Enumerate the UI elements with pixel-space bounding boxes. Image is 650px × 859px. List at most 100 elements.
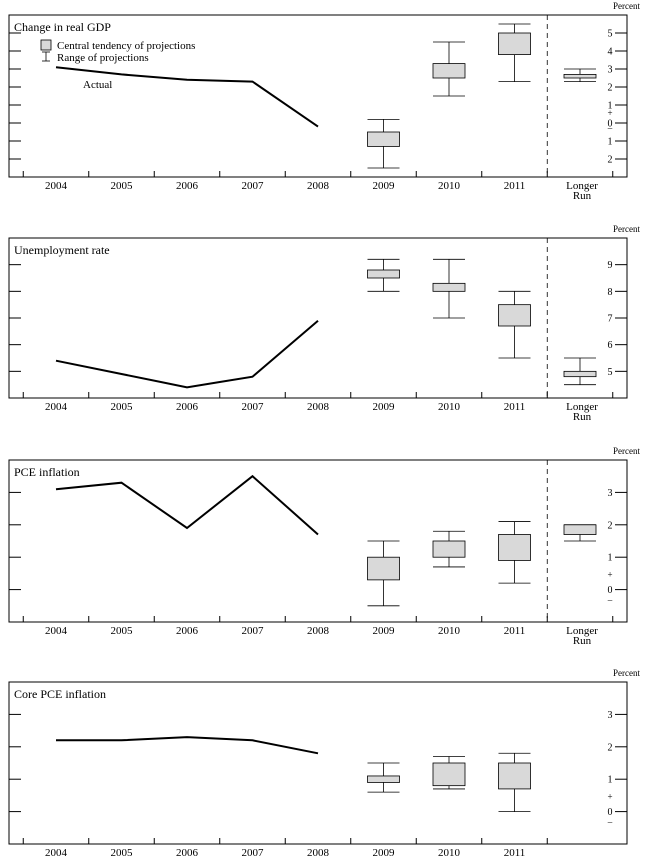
y-tick-label: 6 <box>608 340 613 351</box>
x-tick-label: 2009 <box>373 625 396 637</box>
x-tick-label: 2008 <box>307 180 330 192</box>
x-tick-label: Run <box>573 190 592 202</box>
y-tick-label: 3 <box>608 488 613 499</box>
plot-frame <box>8 681 628 845</box>
central-tendency-box <box>498 304 531 327</box>
x-tick-label: 2005 <box>111 180 134 192</box>
central-tendency-box <box>432 540 466 558</box>
x-tick-label: Longer <box>566 625 598 637</box>
x-tick-label: 2004 <box>45 180 68 192</box>
minus-sign-mark: – <box>607 817 613 827</box>
y-tick-label: 2 <box>608 520 613 531</box>
actual-label: Actual <box>83 79 112 91</box>
plus-sign-mark: + <box>607 108 612 118</box>
plot-frame <box>8 237 628 399</box>
x-tick-label: 2006 <box>176 401 199 413</box>
y-tick-label: 0 <box>608 119 613 130</box>
y-tick-label: 2 <box>608 83 613 94</box>
x-tick-label: 2007 <box>242 401 265 413</box>
x-tick-label: 2011 <box>504 180 526 192</box>
y-tick-label: 3 <box>608 710 613 721</box>
x-tick-label: 2008 <box>307 847 330 859</box>
x-tick-label: 2005 <box>111 625 134 637</box>
panel-title: PCE inflation <box>14 465 80 479</box>
chart-panel-3: Percent PCE inflation 3 2 1 0 + – 2004 2005 2006 20… <box>8 446 640 647</box>
x-tick-label: 2008 <box>307 625 330 637</box>
actual-series-line <box>55 474 319 536</box>
y-tick-label: 1 <box>608 101 613 112</box>
chart-panel-2: Percent Unemployment rate 9 8 7 6 5 2004 2005 200… <box>8 224 640 423</box>
x-tick-label: 2011 <box>504 401 526 413</box>
x-tick-label: 2009 <box>373 180 396 192</box>
y-tick-label: 1 <box>608 137 613 148</box>
minus-sign-mark: – <box>607 123 613 133</box>
y-tick-label: 5 <box>608 29 613 40</box>
y-tick-label: 7 <box>608 314 613 325</box>
plot-frame <box>8 14 628 178</box>
y-tick-label: 5 <box>608 367 613 378</box>
actual-series-line <box>55 319 319 389</box>
x-tick-label: 2009 <box>373 401 396 413</box>
x-tick-label: 2004 <box>45 847 68 859</box>
central-tendency-box <box>432 282 466 292</box>
central-tendency-box <box>432 63 466 79</box>
x-tick-label: Run <box>573 635 592 647</box>
central-tendency-box <box>498 32 531 56</box>
plus-sign-mark: + <box>607 791 612 801</box>
x-tick-label: 2005 <box>111 847 134 859</box>
x-tick-label: 2006 <box>176 180 199 192</box>
x-tick-label: 2005 <box>111 401 134 413</box>
unit-label: Percent <box>613 1 640 11</box>
legend-box-swatch <box>40 39 52 51</box>
x-tick-label: 2010 <box>438 625 461 637</box>
y-tick-label: 0 <box>608 807 613 818</box>
chart-panel-4: Percent Core PCE inflation 3 2 1 0 + – 2004 2005 2… <box>8 668 640 859</box>
y-tick-label: 2 <box>608 155 613 166</box>
y-tick-label: 0 <box>608 585 613 596</box>
central-tendency-box <box>367 775 400 783</box>
x-tick-label: 2011 <box>504 847 526 859</box>
x-tick-label: 2007 <box>242 180 265 192</box>
central-tendency-box <box>367 556 400 581</box>
panel-title: Change in real GDP <box>14 20 111 34</box>
actual-series-line <box>55 66 319 128</box>
plus-sign-mark: + <box>607 569 612 579</box>
x-tick-label: 2008 <box>307 401 330 413</box>
central-tendency-box <box>367 269 400 279</box>
actual-series-line <box>56 736 319 755</box>
x-tick-label: Longer <box>566 180 598 192</box>
unit-label: Percent <box>613 668 640 678</box>
legend-box-label: Central tendency of projections <box>57 40 195 52</box>
x-tick-label: 2007 <box>242 847 265 859</box>
x-tick-label: 2011 <box>504 625 526 637</box>
central-tendency-box <box>498 534 531 561</box>
x-tick-label: 2007 <box>242 625 265 637</box>
x-tick-label: 2010 <box>438 847 461 859</box>
x-tick-label: 2006 <box>176 625 199 637</box>
y-tick-label: 8 <box>608 287 613 298</box>
y-tick-label: 1 <box>608 553 613 564</box>
plot-frame <box>8 459 628 623</box>
x-tick-label: Longer <box>566 401 598 413</box>
central-tendency-box <box>367 131 400 147</box>
legend-range-label: Range of projections <box>57 52 149 64</box>
central-tendency-box <box>432 762 466 787</box>
central-tendency-box <box>498 762 531 790</box>
central-tendency-box <box>563 370 597 378</box>
y-tick-label: 3 <box>608 65 613 76</box>
minus-sign-mark: – <box>607 595 613 605</box>
y-tick-label: 4 <box>608 47 613 58</box>
unit-label: Percent <box>613 224 640 234</box>
x-tick-label: 2004 <box>45 401 68 413</box>
y-tick-label: 9 <box>608 260 613 271</box>
x-tick-label: 2010 <box>438 180 461 192</box>
x-tick-label: Run <box>573 411 592 423</box>
central-tendency-box <box>563 524 597 535</box>
panel-title: Unemployment rate <box>14 243 110 257</box>
chart-panel-1: Percent Change in real GDP 5 4 3 2 1 0 1 2 + – 2004 2… <box>8 1 640 202</box>
x-tick-label: 2004 <box>45 625 68 637</box>
unit-label: Percent <box>613 446 640 456</box>
x-tick-label: 2010 <box>438 401 461 413</box>
